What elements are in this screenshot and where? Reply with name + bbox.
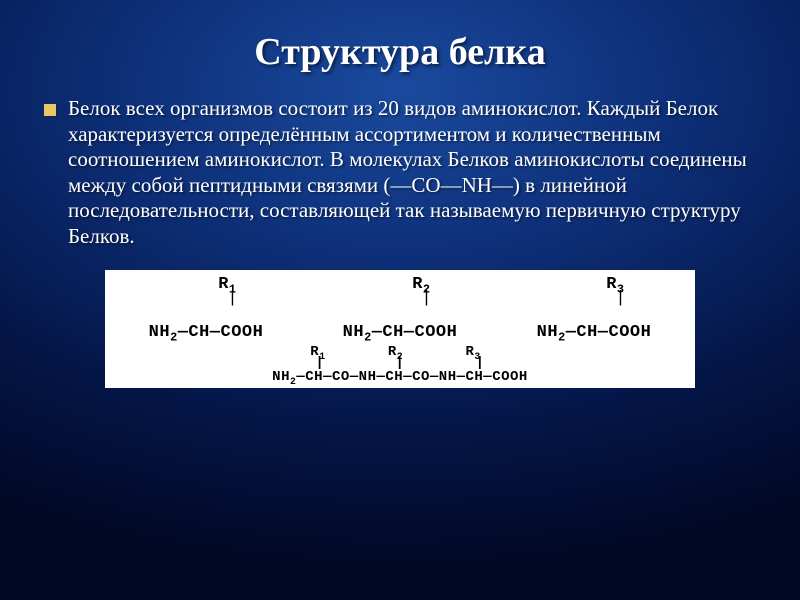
slide-body-text: Белок всех организмов состоит из 20 видо…: [68, 96, 760, 250]
bullet-item: Белок всех организмов состоит из 20 видо…: [40, 96, 760, 250]
amino-acid: R1 |NH2—CH—COOH: [149, 276, 264, 341]
amino-acid-row: R1 |NH2—CH—COOH R2 |NH2—CH—COOH R3 |NH2—…: [109, 276, 691, 341]
slide-title: Структура белка: [40, 30, 760, 74]
amino-acid: R2 |NH2—CH—COOH: [343, 276, 458, 341]
peptide-chain: R1 R2 R3 | | | NH2—CH—CO—NH—CH—CO—NH—CH—…: [271, 343, 529, 384]
chemistry-diagram: R1 |NH2—CH—COOH R2 |NH2—CH—COOH R3 |NH2—…: [105, 270, 695, 388]
peptide-row: R1 R2 R3 | | | NH2—CH—CO—NH—CH—CO—NH—CH—…: [109, 343, 691, 384]
amino-acid: R3 |NH2—CH—COOH: [537, 276, 652, 341]
slide: Структура белка Белок всех организмов со…: [0, 0, 800, 600]
bullet-icon: [44, 104, 56, 116]
